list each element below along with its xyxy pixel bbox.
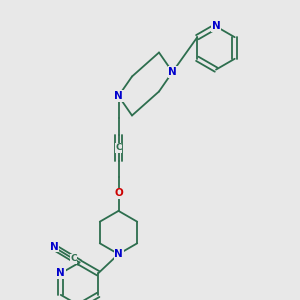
Text: N: N xyxy=(114,249,123,259)
Text: N: N xyxy=(114,91,123,101)
Text: N: N xyxy=(168,67,177,77)
Text: C: C xyxy=(70,254,77,263)
Text: N: N xyxy=(50,242,58,252)
Text: N: N xyxy=(212,21,220,32)
Text: C: C xyxy=(115,143,122,152)
Text: O: O xyxy=(114,188,123,199)
Text: N: N xyxy=(56,268,65,278)
